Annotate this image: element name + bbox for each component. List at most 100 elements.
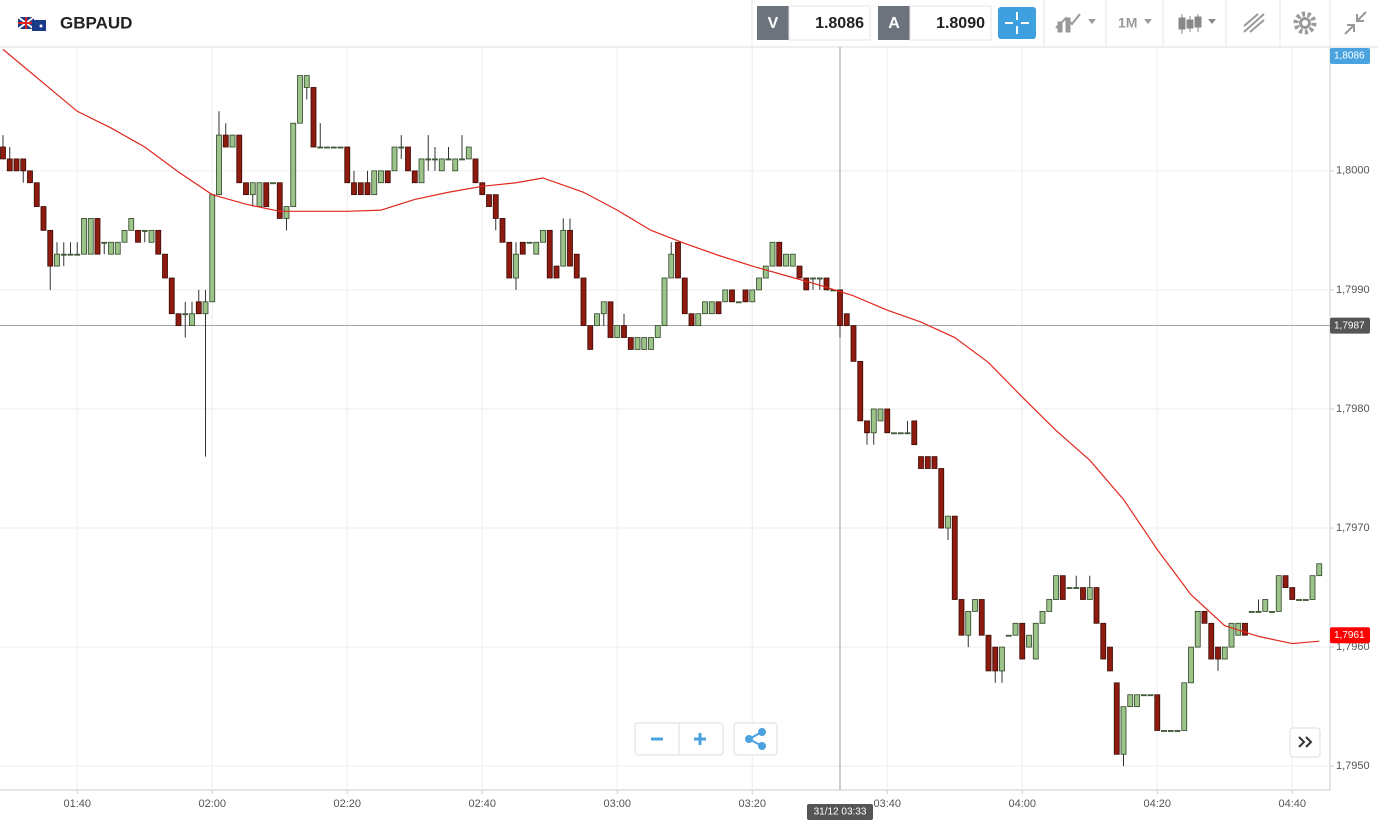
candle-body <box>465 146 472 160</box>
candle-body <box>121 229 128 243</box>
candle-body <box>1296 599 1302 601</box>
x-tick-label: 04:20 <box>1143 798 1171 810</box>
sell-price-box[interactable] <box>788 5 871 41</box>
share-button[interactable] <box>733 722 778 756</box>
candle-body <box>904 432 911 435</box>
candle-body <box>472 158 479 184</box>
candle-body <box>87 218 94 255</box>
candle-body <box>580 277 587 327</box>
candle-body <box>310 87 317 148</box>
candle-body <box>729 289 735 303</box>
candle-body <box>668 253 675 279</box>
candle-body <box>1073 587 1080 589</box>
timeframe[interactable]: 1M <box>1118 15 1137 31</box>
candle-body <box>627 337 634 350</box>
candle-body <box>378 170 384 184</box>
candle-body <box>236 134 243 184</box>
buy-price[interactable]: 1.8090 <box>936 15 985 32</box>
candle-body <box>978 599 985 636</box>
candle-body <box>243 182 249 196</box>
sell-button[interactable] <box>757 6 789 40</box>
candle-body <box>877 408 884 422</box>
candle-body <box>1215 646 1221 660</box>
candle-body <box>688 313 695 327</box>
candle-body <box>985 634 992 672</box>
candle-body <box>114 241 121 255</box>
candle-body <box>594 313 600 327</box>
candle-body <box>533 241 540 255</box>
chart-type-button[interactable] <box>1055 13 1096 33</box>
candle-body <box>67 253 74 256</box>
candle-body <box>1242 622 1248 636</box>
crosshair-price: 1,7987 <box>1334 320 1365 331</box>
zoom-in-button[interactable] <box>694 733 706 745</box>
candle-body <box>1059 575 1066 600</box>
candle-body <box>648 337 654 350</box>
candle-body <box>499 218 506 243</box>
candle-body <box>837 289 843 327</box>
scroll-right-button[interactable] <box>1289 727 1321 758</box>
sell-label[interactable]: V <box>768 15 779 32</box>
candle-body <box>776 241 783 267</box>
candle-body <box>135 229 141 243</box>
candle-body <box>168 277 175 315</box>
drawing-tools-button[interactable] <box>1243 13 1265 33</box>
candles-button[interactable] <box>1178 14 1216 34</box>
candle-body <box>418 158 425 184</box>
candle-body <box>479 182 486 196</box>
last-price: 1,7961 <box>1334 630 1365 641</box>
buy-label[interactable]: A <box>888 15 900 32</box>
candle-body <box>492 194 499 219</box>
candle-body <box>526 241 533 244</box>
candle-body <box>40 206 47 231</box>
candle-body <box>924 456 931 469</box>
candle-body <box>1201 610 1208 624</box>
candle-body <box>999 646 1005 672</box>
buy-button[interactable] <box>878 6 910 40</box>
candle-body <box>195 301 202 315</box>
candle-body <box>222 134 229 148</box>
candle-body <box>141 229 148 232</box>
candle-body <box>1080 587 1086 600</box>
candle-body <box>884 408 891 434</box>
candle-body <box>1107 646 1113 672</box>
dropdown-arrow <box>1144 19 1152 24</box>
sell-price[interactable]: 1.8086 <box>815 15 864 32</box>
candle-body <box>425 158 432 161</box>
candle-body <box>74 253 81 256</box>
candle-body <box>891 432 897 435</box>
candle-body <box>94 218 101 255</box>
candle-body <box>1181 682 1188 731</box>
candle-body <box>816 277 823 280</box>
y-tick-label: 1,7970 <box>1336 522 1370 534</box>
crosshair-button[interactable] <box>998 7 1036 39</box>
candle-body <box>1100 622 1107 660</box>
candle-body <box>958 599 965 636</box>
buy-price-box[interactable] <box>909 5 992 41</box>
candle-body <box>600 301 607 315</box>
candle-body <box>519 241 526 255</box>
collapse-button[interactable] <box>1344 11 1367 35</box>
candle-body <box>1113 682 1120 755</box>
candle-body <box>297 75 303 124</box>
candle-body <box>1066 587 1073 589</box>
settings-button[interactable] <box>1293 11 1317 35</box>
top-price: 1,8086 <box>1334 51 1365 62</box>
candle-body <box>789 253 796 267</box>
candle-body <box>229 134 236 148</box>
candle-body <box>1053 575 1059 600</box>
candle-body <box>33 182 40 207</box>
candle-body <box>290 122 297 207</box>
crosshair-time-bg <box>807 804 873 820</box>
crosshair-price-bg <box>1330 317 1370 334</box>
candle-body <box>1019 622 1026 660</box>
candle-body <box>1012 622 1019 636</box>
candle-body <box>438 158 445 172</box>
candle-body <box>1127 694 1134 708</box>
candle-body <box>1208 622 1215 660</box>
candle-body <box>614 325 621 338</box>
candle-body <box>567 229 573 267</box>
candle-body <box>965 610 972 636</box>
candle-body <box>1248 610 1255 613</box>
